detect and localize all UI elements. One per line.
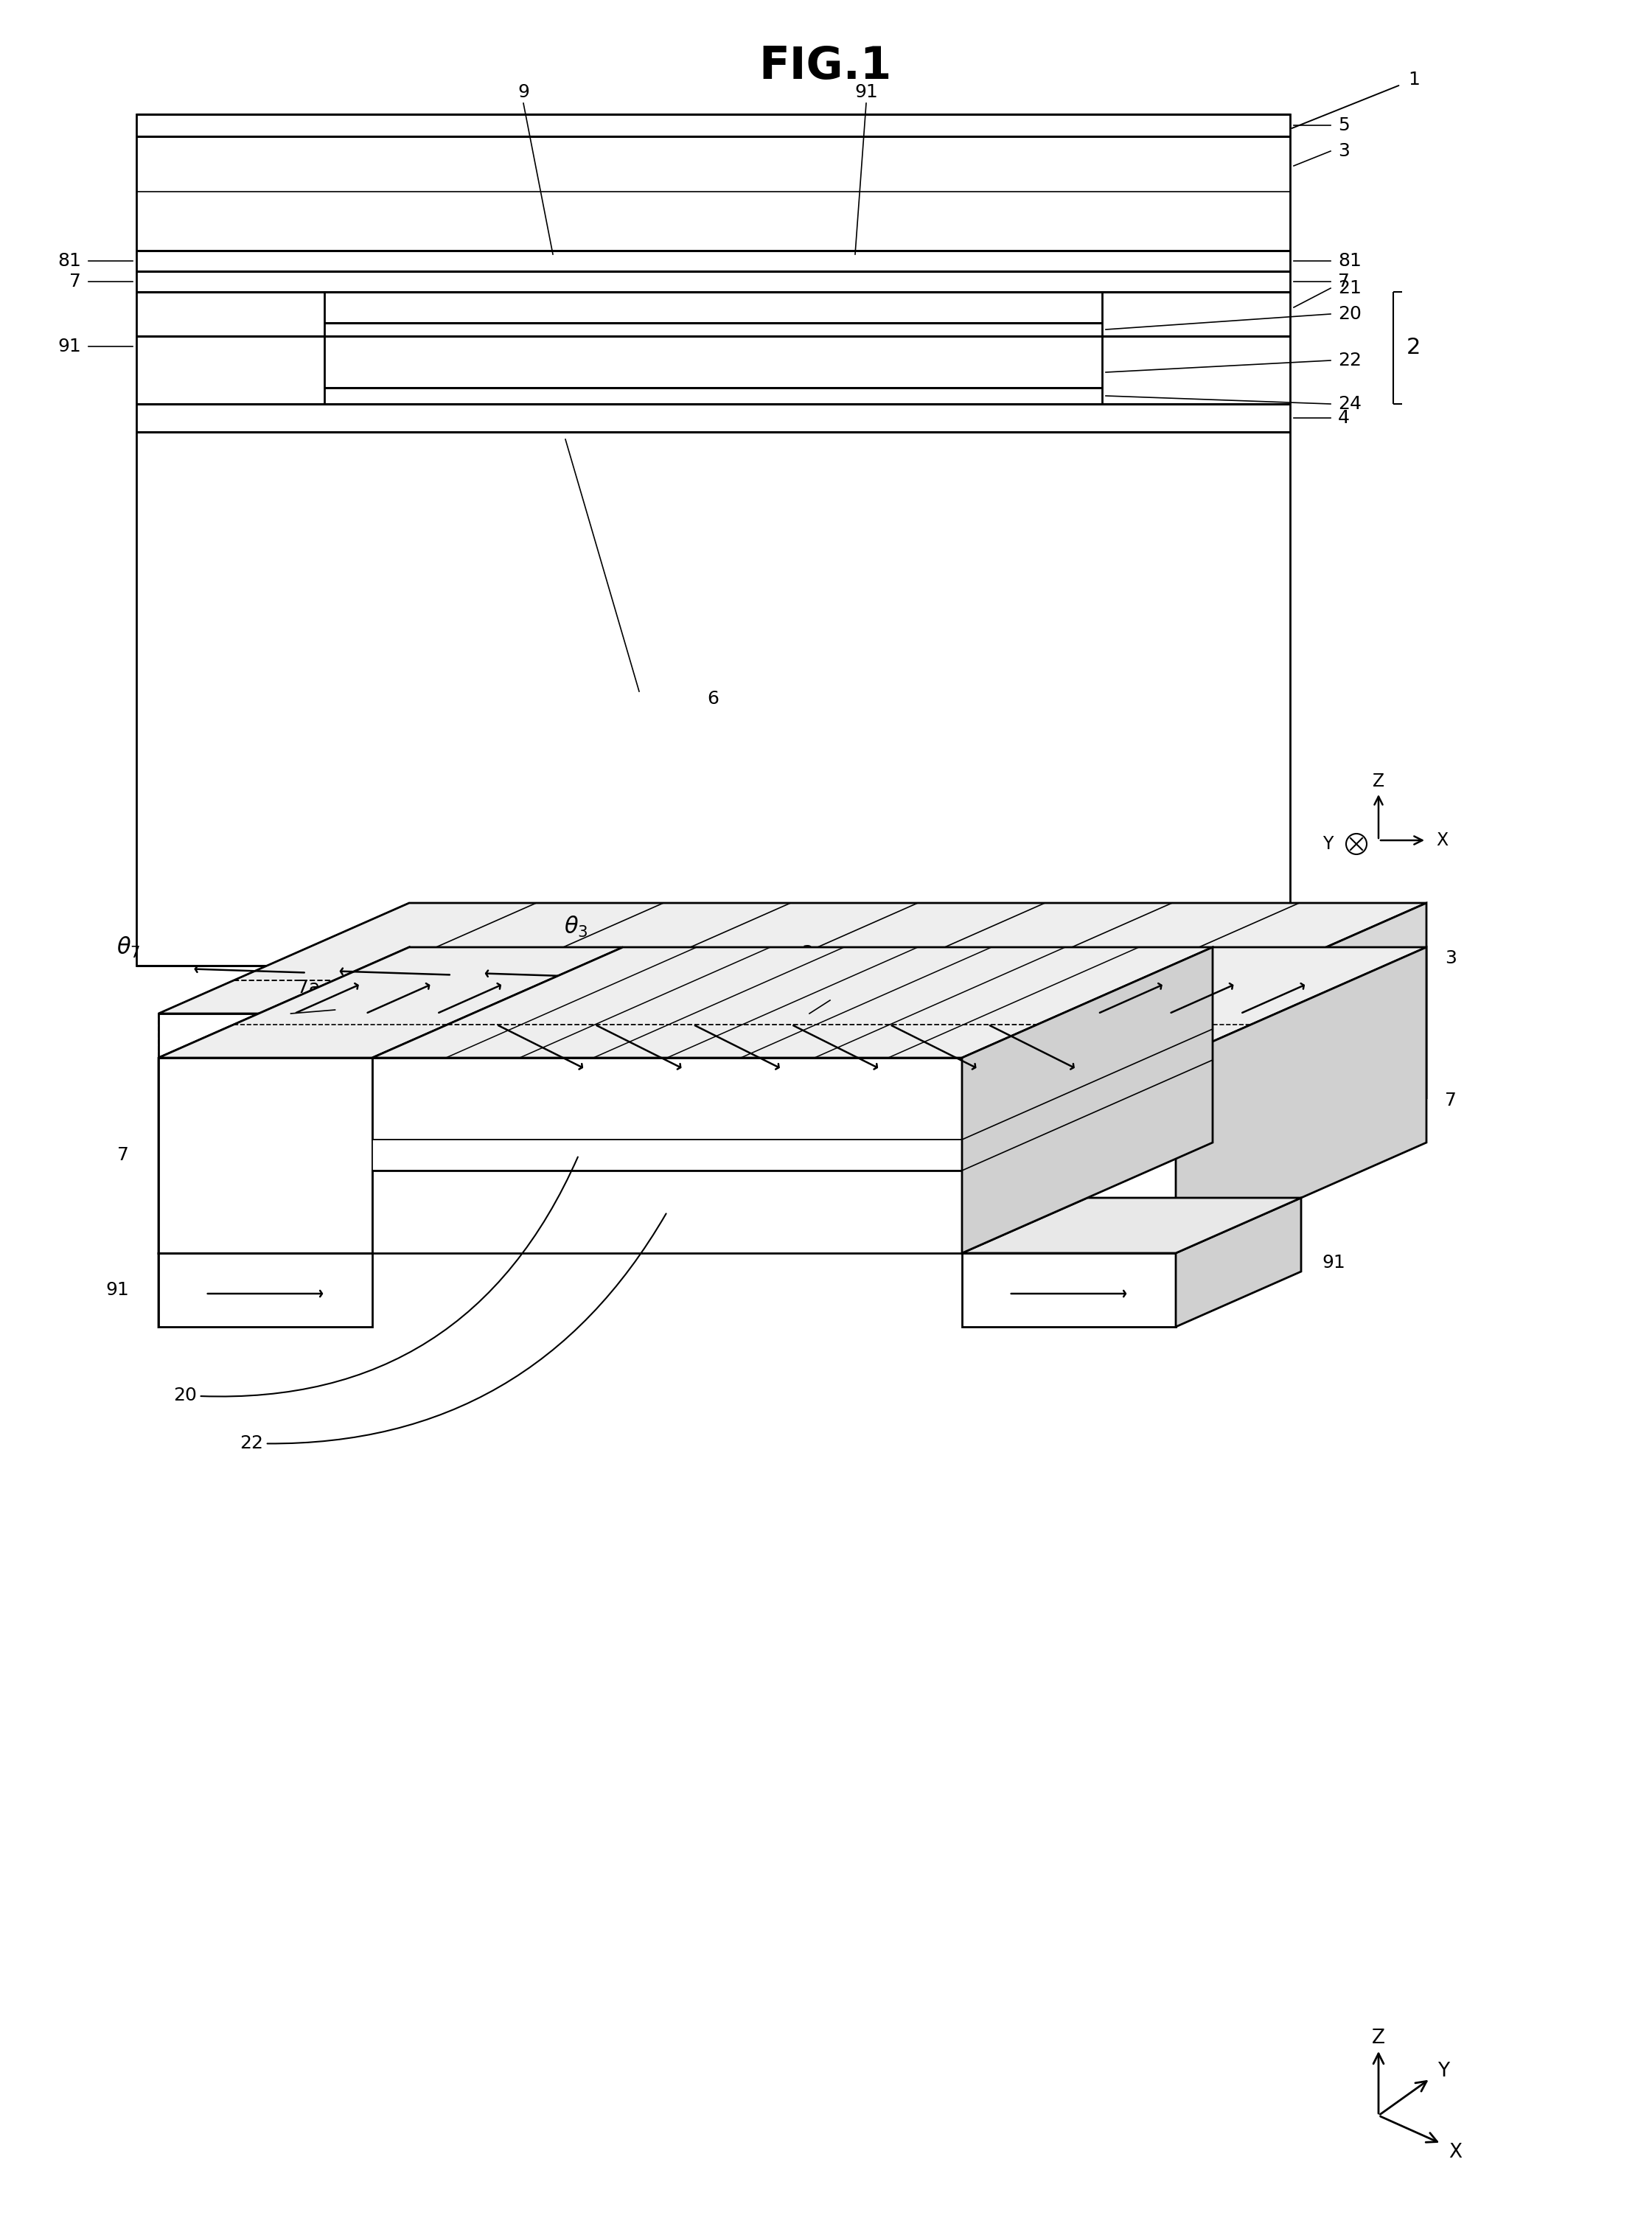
Text: 21: 21	[998, 1089, 1021, 1107]
Polygon shape	[961, 946, 1426, 1058]
Text: 7a: 7a	[1338, 989, 1361, 1007]
Text: 7: 7	[117, 1147, 129, 1165]
Text: $\theta_{21}$: $\theta_{21}$	[831, 987, 866, 1011]
Polygon shape	[1176, 1199, 1302, 1326]
Polygon shape	[961, 1199, 1302, 1252]
Text: X: X	[1449, 2143, 1462, 2163]
Text: 4: 4	[1338, 408, 1350, 426]
Text: 22: 22	[1338, 353, 1361, 368]
Text: $\theta_7$: $\theta_7$	[116, 935, 140, 960]
Polygon shape	[159, 1252, 372, 1326]
Text: 91: 91	[1322, 1254, 1345, 1272]
Text: 3: 3	[1446, 949, 1457, 966]
Polygon shape	[372, 1058, 961, 1141]
Polygon shape	[159, 946, 623, 1058]
Text: FIG.1: FIG.1	[760, 45, 892, 87]
Text: 21a: 21a	[540, 991, 575, 1009]
Text: 21: 21	[1338, 279, 1361, 297]
Polygon shape	[961, 1058, 1176, 1252]
Polygon shape	[159, 1013, 1176, 1210]
Text: 1: 1	[1408, 71, 1419, 89]
Text: 22: 22	[240, 1214, 666, 1453]
Polygon shape	[159, 1199, 284, 1326]
Text: FIG.2: FIG.2	[753, 1007, 899, 1056]
Polygon shape	[372, 946, 1213, 1058]
Text: Y: Y	[1322, 835, 1333, 853]
Text: 20: 20	[173, 1156, 578, 1404]
Circle shape	[1346, 835, 1366, 855]
Text: 7: 7	[1446, 1091, 1457, 1109]
Polygon shape	[372, 1141, 961, 1170]
Text: 7: 7	[69, 272, 81, 290]
Text: X: X	[1436, 833, 1447, 848]
Text: 9: 9	[517, 83, 529, 100]
Polygon shape	[372, 1170, 961, 1252]
Bar	[137, 114, 1290, 966]
Text: $\theta_7$: $\theta_7$	[1128, 1274, 1153, 1299]
Polygon shape	[961, 1252, 1176, 1326]
Text: 20: 20	[1338, 306, 1361, 324]
Text: 81: 81	[58, 252, 81, 270]
Polygon shape	[159, 946, 410, 1252]
Text: 91: 91	[854, 83, 877, 100]
Text: 81: 81	[1338, 252, 1361, 270]
Polygon shape	[961, 946, 1213, 1252]
Text: $\theta_3$: $\theta_3$	[563, 915, 588, 940]
Polygon shape	[1176, 946, 1426, 1252]
Text: 5: 5	[1338, 116, 1350, 134]
Text: 7: 7	[1338, 272, 1350, 290]
Polygon shape	[159, 904, 1426, 1013]
Text: 7a: 7a	[297, 980, 320, 995]
Text: Z: Z	[1373, 772, 1384, 790]
Text: 91: 91	[106, 1281, 129, 1299]
Text: 3a: 3a	[801, 944, 824, 962]
Text: Y: Y	[1437, 2062, 1449, 2080]
Text: 3: 3	[1338, 143, 1350, 161]
Text: 6: 6	[707, 690, 719, 708]
Text: 24: 24	[1338, 395, 1361, 413]
Text: 2: 2	[1406, 337, 1421, 359]
Polygon shape	[159, 1058, 372, 1252]
Text: 91: 91	[58, 337, 81, 355]
Polygon shape	[1176, 904, 1426, 1210]
Text: Z: Z	[1371, 2029, 1384, 2047]
